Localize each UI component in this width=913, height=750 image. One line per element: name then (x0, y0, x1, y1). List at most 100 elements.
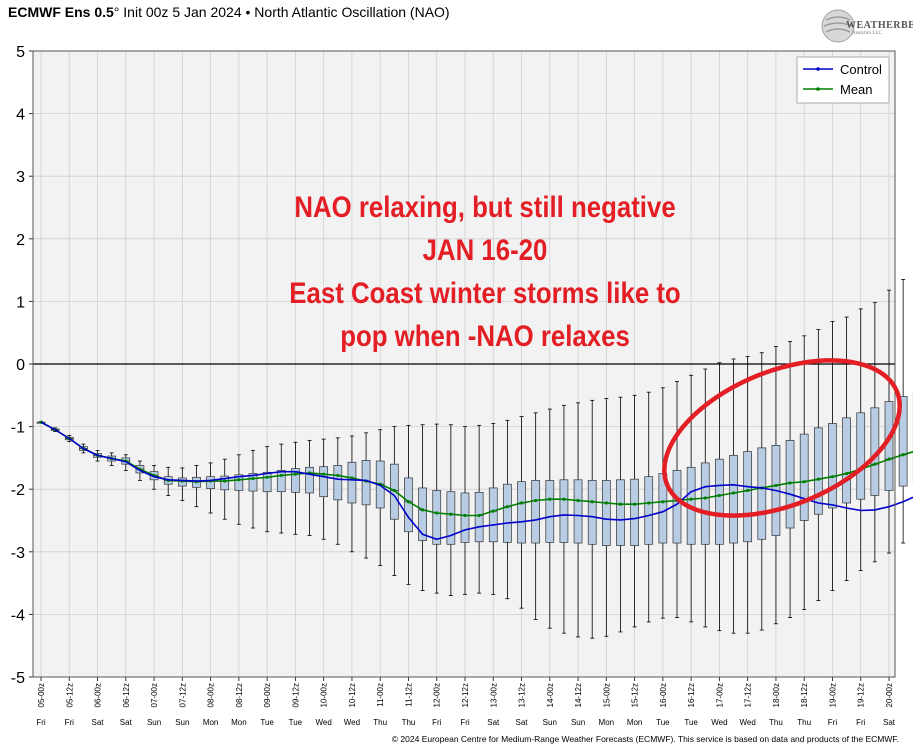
box-iqr (898, 396, 908, 487)
x-day-label: Wed (344, 718, 360, 727)
box-60 (884, 289, 894, 554)
box-iqr (715, 458, 724, 545)
box-37 (559, 404, 569, 634)
x-tick-label: 07-12z (178, 683, 187, 707)
annotation-line-1: NAO relaxing, but still negative (294, 191, 676, 224)
box-iqr (432, 490, 442, 545)
mean-point (816, 477, 820, 481)
x-axis: 05-00z Fri 05-12z Fri 06-00z Sat 06-12z Sat 07-0… (36, 677, 896, 727)
y-axis: -5 -4 -3 -2 -1 0 1 2 3 4 5 (11, 44, 33, 687)
weatherbell-logo-icon (821, 9, 855, 43)
mean-point (633, 502, 637, 506)
x-tick-label: 08-00z (207, 683, 216, 707)
x-tick-label: 10-12z (348, 683, 357, 707)
x-tick-label: 16-12z (687, 683, 696, 707)
box-50 (743, 356, 753, 634)
box-58 (856, 308, 866, 571)
x-tick-label: 11-12z (404, 683, 413, 707)
x-day-label: Fri (65, 718, 75, 727)
mean-point (463, 513, 467, 518)
x-tick-label: 16-00z (659, 683, 668, 707)
x-tick-label: 11-00z (376, 683, 385, 707)
logo-brand: WEATHERBELL (846, 20, 913, 31)
mean-point (576, 498, 580, 503)
x-day-label: Tue (684, 718, 698, 727)
x-day-label: Sat (487, 718, 500, 727)
x-day-label: Fri (36, 718, 46, 727)
mean-point (901, 453, 905, 457)
box-15 (248, 449, 258, 529)
control-line (40, 421, 913, 541)
x-tick-label: 05-12z (65, 683, 74, 707)
legend-mean-marker (816, 87, 820, 91)
box-iqr (262, 471, 272, 493)
x-tick-label: 19-00z (828, 683, 837, 707)
mean-point (435, 511, 439, 515)
box-iqr (856, 412, 866, 500)
mean-point (830, 475, 835, 479)
annotation-line-4: pop when -NAO relaxes (340, 320, 630, 353)
box-iqr (601, 480, 611, 546)
box-iqr (587, 480, 597, 545)
legend-box (796, 56, 890, 104)
x-tick-label: 13-00z (489, 683, 498, 707)
box-iqr (446, 491, 456, 545)
box-39 (587, 399, 597, 639)
box-iqr (248, 473, 258, 492)
x-day-label: Tue (656, 718, 670, 727)
mean-point (279, 473, 283, 478)
legend-mean-label: Mean (840, 82, 873, 97)
box-49 (729, 358, 738, 634)
x-day-label: Mon (599, 718, 615, 727)
y-tick-label: 5 (16, 44, 25, 61)
y-tick-label: 3 (16, 169, 25, 186)
y-tick-label: -4 (11, 607, 25, 624)
legend-control-marker (816, 67, 820, 71)
box-51 (757, 352, 767, 631)
x-day-label: Sat (92, 718, 105, 727)
mean-point (774, 483, 778, 488)
box-34 (517, 416, 526, 609)
mean-point (350, 476, 354, 480)
title-bullet: • (245, 4, 251, 20)
y-tick-label: 1 (16, 294, 25, 311)
mean-point (336, 473, 340, 478)
box-iqr (276, 470, 286, 493)
mean-point (661, 500, 665, 504)
x-day-label: Sun (571, 718, 585, 727)
x-tick-label: 09-00z (263, 683, 272, 707)
box-32 (488, 423, 498, 595)
box-iqr (531, 480, 541, 544)
y-tick-label: -1 (11, 420, 25, 437)
box-iqr (743, 451, 753, 543)
mean-point (788, 481, 792, 485)
y-tick-label: -3 (11, 545, 25, 562)
legend: Control Mean (796, 56, 890, 104)
box-36 (545, 408, 555, 629)
x-day-label: Thu (402, 718, 416, 727)
x-tick-label: 10-00z (320, 683, 329, 707)
x-tick-label: 09-12z (291, 683, 300, 707)
logo-subtitle: Analytics LLC (852, 31, 882, 36)
mean-point (265, 475, 269, 479)
mean-point (505, 505, 509, 509)
x-day-label: Mon (203, 718, 219, 727)
mean-markers (39, 420, 905, 518)
x-day-label: Sun (175, 718, 189, 727)
x-day-label: Fri (828, 718, 838, 727)
mean-point (647, 501, 651, 505)
box-iqr (460, 492, 470, 543)
x-tick-label: 20-00z (885, 683, 894, 707)
annotation-line-3: East Coast winter storms like to (289, 277, 681, 310)
x-day-label: Wed (711, 718, 727, 727)
box-41 (616, 396, 625, 633)
box-16 (262, 446, 272, 533)
x-day-label: Sat (883, 718, 896, 727)
x-day-label: Wed (316, 718, 332, 727)
box-iqr (503, 483, 512, 543)
mean-point (406, 500, 411, 504)
mean-point (618, 502, 623, 506)
mean-point (590, 500, 594, 504)
box-38 (573, 402, 583, 638)
box-42 (630, 394, 639, 628)
